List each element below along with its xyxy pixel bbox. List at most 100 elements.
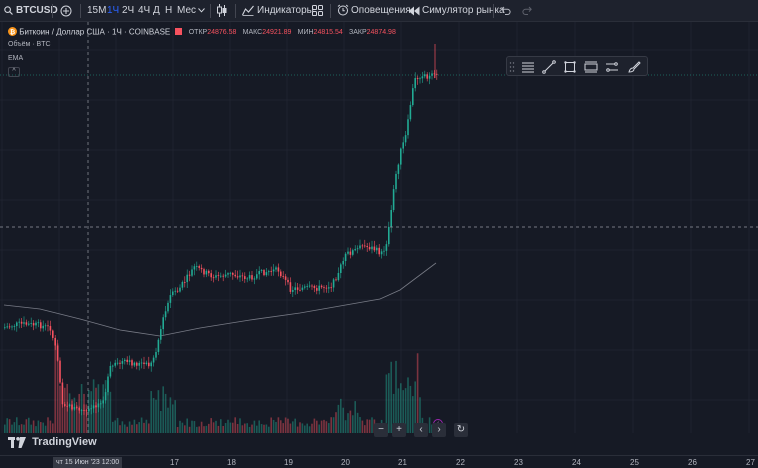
candle-body: [436, 73, 438, 75]
timeframe-month[interactable]: Мес: [177, 5, 197, 16]
time-axis-label: 20: [341, 458, 350, 467]
volume-bar: [404, 388, 407, 433]
rectangle-icon[interactable]: [563, 60, 577, 74]
candle-body: [419, 78, 421, 80]
timeframe-1h[interactable]: 1Ч: [107, 5, 120, 16]
drag-handle-icon[interactable]: [509, 60, 515, 74]
zoom-in-button[interactable]: +: [392, 423, 406, 437]
scroll-right-button[interactable]: ›: [432, 423, 446, 437]
candle-body: [224, 274, 227, 277]
candle-body: [433, 73, 436, 75]
grid-icon[interactable]: [312, 5, 323, 16]
volume-bar: [284, 417, 287, 433]
volume-bar: [169, 397, 172, 433]
candles-icon[interactable]: [217, 4, 227, 17]
zoom-out-button[interactable]: −: [374, 423, 388, 437]
chart-legend-main[interactable]: ₿ Биткоин / Доллар США · 1Ч · COINBASE О…: [8, 27, 396, 37]
symbol-search-button[interactable]: BTCUSD: [16, 5, 58, 16]
volume-bar: [258, 420, 260, 433]
candle-body: [239, 275, 241, 278]
volume-bar: [232, 422, 234, 433]
candle-body: [18, 321, 20, 323]
price-chart[interactable]: [0, 22, 758, 433]
volume-bar: [32, 420, 35, 433]
reset-chart-button[interactable]: ↻: [454, 423, 468, 437]
candle-body: [78, 407, 80, 411]
timeframe-week[interactable]: Н: [165, 5, 173, 16]
candle-body: [397, 164, 400, 174]
indicators-icon[interactable]: [242, 5, 254, 16]
candle-body: [90, 408, 92, 410]
volume-legend[interactable]: Объём · BTC: [8, 41, 51, 48]
date-range-icon[interactable]: [605, 60, 619, 74]
candle-body: [356, 248, 359, 250]
candle-body: [318, 285, 320, 291]
candle-body: [88, 408, 90, 412]
rewind-icon[interactable]: [408, 6, 420, 16]
alarm-clock-icon[interactable]: [337, 4, 349, 16]
volume-bar: [200, 421, 203, 433]
volume-bar: [414, 381, 416, 433]
trend-line-icon[interactable]: [542, 60, 556, 74]
undo-icon[interactable]: [501, 6, 511, 15]
chevron-down-icon[interactable]: [198, 8, 205, 13]
candle-body: [44, 325, 47, 327]
candle-body: [42, 325, 44, 329]
ema-legend[interactable]: EMA: [8, 55, 24, 62]
candle-body: [52, 330, 54, 338]
candle-body: [150, 362, 152, 367]
candle-body: [258, 271, 260, 275]
volume-bar: [347, 413, 349, 433]
volume-bar: [145, 419, 148, 433]
candle-body: [371, 246, 373, 250]
candle-body: [169, 295, 172, 303]
candle-body: [388, 226, 390, 245]
volume-bar: [167, 407, 169, 433]
timeframe-day[interactable]: Д: [153, 5, 160, 16]
timeframe-4h[interactable]: 4Ч: [138, 5, 151, 16]
replay-button[interactable]: Симулятор рынка: [422, 5, 505, 16]
candle-body: [92, 405, 95, 409]
horizontal-lines-icon[interactable]: [521, 60, 535, 74]
candle-body: [335, 279, 337, 281]
volume-bar: [282, 423, 284, 433]
tradingview-logo[interactable]: TradingView: [8, 436, 97, 450]
candle-body: [162, 317, 164, 330]
candle-body: [337, 272, 340, 281]
timeframe-15m[interactable]: 15М: [87, 5, 107, 16]
time-axis[interactable]: 17 18 19 20 21 22 23 24 25 26 27 чт 15 И…: [0, 455, 758, 468]
indicators-button[interactable]: Индикаторы: [257, 5, 314, 16]
volume-bar: [80, 384, 83, 433]
candle-body: [198, 266, 200, 268]
volume-bar: [371, 417, 373, 433]
volume-bar: [301, 423, 304, 433]
candle-body: [95, 405, 97, 408]
volume-bars: [4, 339, 438, 433]
candle-body: [352, 250, 354, 255]
volume-bar: [49, 420, 52, 433]
search-icon[interactable]: [4, 6, 13, 15]
candle-body: [160, 329, 162, 340]
brush-icon[interactable]: [627, 60, 641, 74]
chart-pane[interactable]: ₿ Биткоин / Доллар США · 1Ч · COINBASE О…: [0, 22, 758, 468]
price-range-icon[interactable]: [584, 60, 598, 74]
volume-bar: [253, 420, 256, 433]
alerts-button[interactable]: Оповещения: [351, 5, 411, 16]
candle-body: [215, 275, 217, 278]
volume-bar: [47, 417, 49, 433]
timeframe-2h[interactable]: 2Ч: [122, 5, 135, 16]
candle-body: [11, 326, 13, 328]
candle-body: [428, 75, 431, 79]
candle-body: [270, 271, 272, 273]
low-value: 24815.54: [313, 29, 343, 36]
scroll-left-button[interactable]: ‹: [414, 423, 428, 437]
candle-body: [172, 291, 174, 296]
volume-bar: [323, 419, 325, 433]
candle-body: [304, 286, 306, 288]
redo-icon[interactable]: [522, 6, 532, 15]
volume-bar: [222, 425, 224, 433]
candle-body: [366, 246, 368, 248]
candle-body: [140, 362, 143, 364]
plus-circle-icon[interactable]: [60, 5, 72, 17]
legend-collapse-button[interactable]: ^: [8, 67, 20, 77]
